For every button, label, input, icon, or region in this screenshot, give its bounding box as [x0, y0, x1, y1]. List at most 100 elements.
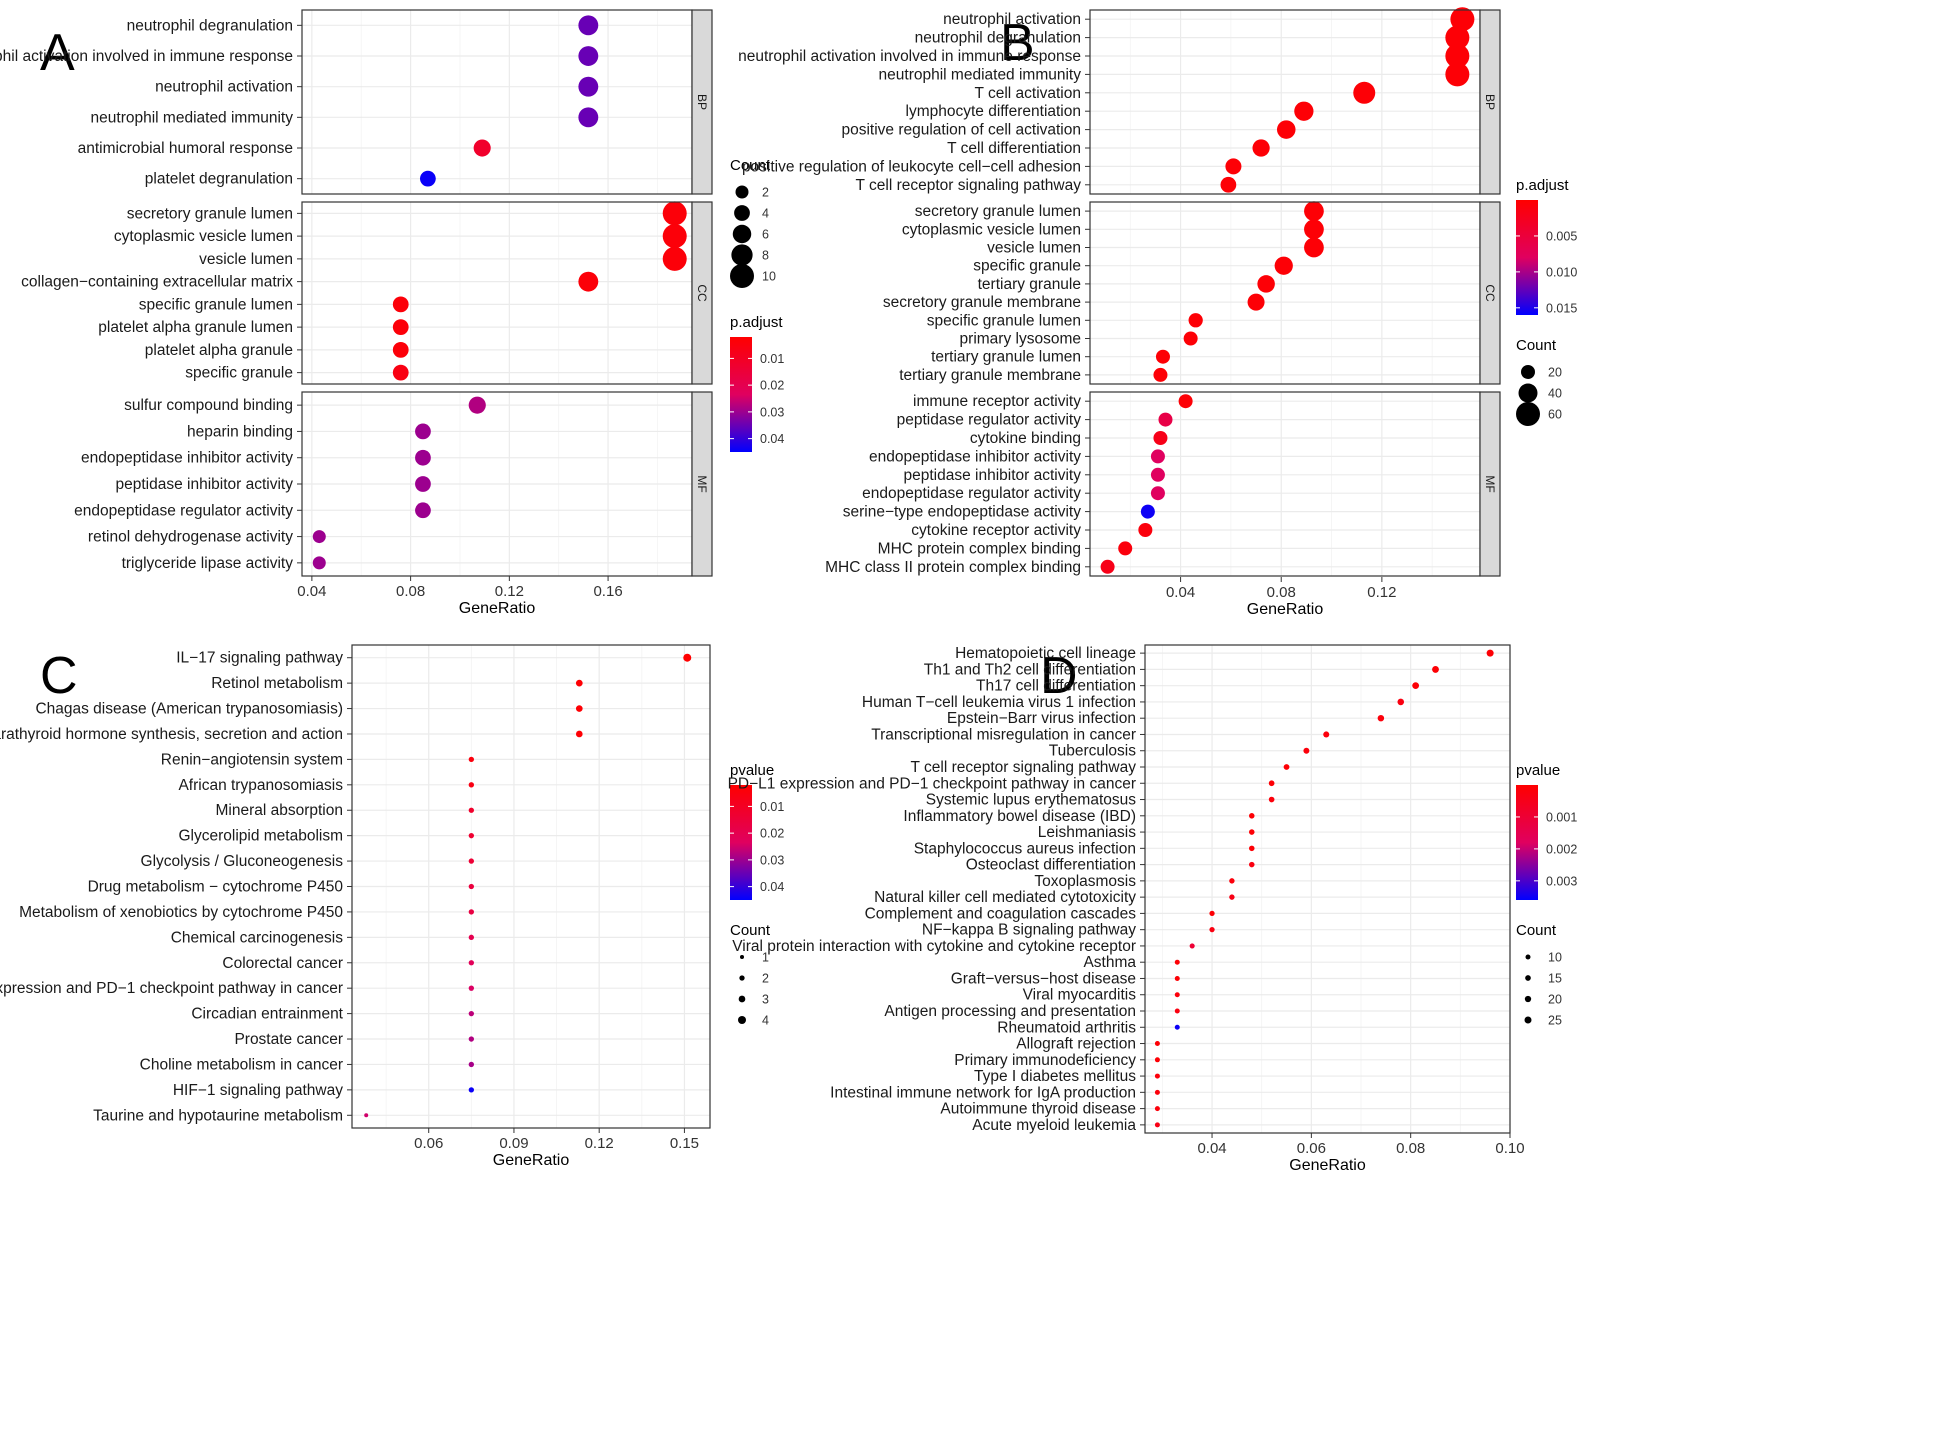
data-point: [468, 756, 475, 763]
category-label: cytokine binding: [970, 430, 1081, 447]
category-label: Allograft rejection: [1016, 1036, 1136, 1053]
data-point: [1174, 1008, 1180, 1014]
category-label: Natural killer cell mediated cytotoxicit…: [874, 889, 1136, 906]
data-point: [468, 985, 475, 991]
facet-main: IL−17 signaling pathway Retinol metabolis…: [0, 644, 711, 1129]
category-label: Colorectal cancer: [222, 955, 343, 972]
data-point: [578, 107, 599, 128]
colorbar: [1516, 785, 1538, 900]
data-point: [1283, 764, 1290, 770]
category-label: vesicle lumen: [987, 240, 1081, 257]
category-label: Antigen processing and presentation: [884, 1003, 1136, 1020]
category-label: neutrophil mediated immunity: [879, 66, 1082, 83]
facet-strip: [691, 201, 713, 385]
data-point: [1412, 682, 1420, 690]
colorbar-label: 0.01: [760, 800, 784, 814]
data-point: [578, 271, 599, 292]
category-label: neutrophil activation: [943, 11, 1081, 28]
category-label: Mineral absorption: [215, 802, 343, 819]
data-point: [468, 883, 475, 890]
category-label: Asthma: [1083, 954, 1136, 971]
data-point: [392, 319, 409, 335]
size-legend-key: [735, 185, 749, 199]
colorbar-label: 0.015: [1546, 301, 1577, 315]
data-point: [1189, 943, 1195, 949]
size-legend-key: [738, 995, 746, 1003]
colorbar-label: 0.01: [760, 352, 784, 366]
category-label: platelet degranulation: [145, 171, 293, 188]
size-legend-key: [1524, 1016, 1532, 1024]
data-point: [1486, 649, 1494, 657]
category-label: Metabolism of xenobiotics by cytochrome …: [19, 904, 343, 921]
category-label: platelet alpha granule: [145, 342, 293, 359]
data-point: [1294, 101, 1314, 121]
category-label: primary lysosome: [960, 331, 1081, 348]
facet-cc: secretory granule lumen cytoplasmic vesic…: [21, 201, 713, 385]
colorbar-label: 0.003: [1546, 874, 1577, 888]
facet-bp: neutrophil degranulation neutrophil activ…: [0, 9, 713, 195]
data-point: [1303, 747, 1310, 754]
facet-strip: [1479, 9, 1501, 195]
category-label: Complement and coagulation cascades: [865, 905, 1137, 922]
data-point: [1432, 665, 1439, 673]
tick-label-x: 0.08: [396, 583, 425, 600]
size-legend-key: [739, 975, 745, 981]
size-legend-key: [1518, 383, 1538, 403]
data-point: [415, 502, 431, 519]
category-label: heparin binding: [187, 423, 293, 440]
data-point: [1118, 541, 1133, 556]
data-point: [1274, 256, 1293, 275]
data-point: [1377, 714, 1385, 722]
data-point: [312, 556, 326, 570]
size-legend-key: [730, 264, 754, 288]
data-point: [1445, 44, 1470, 68]
data-point: [578, 15, 599, 36]
data-point: [468, 1087, 475, 1093]
plot-border: [1144, 644, 1511, 1134]
size-legend-label: 10: [762, 270, 776, 284]
colorbar: [730, 337, 752, 452]
data-point: [1100, 559, 1115, 574]
plot-background: [302, 10, 692, 194]
x-axis-title: GeneRatio: [1289, 1157, 1366, 1174]
size-legend: Count 20 40 60: [1516, 337, 1562, 426]
data-point: [1150, 486, 1165, 501]
category-label: neutrophil mediated immunity: [91, 109, 294, 126]
category-label: PD−L1 expression and PD−1 checkpoint pat…: [0, 980, 343, 997]
data-point: [1445, 62, 1470, 87]
data-point: [1138, 523, 1153, 537]
plot-background: [1090, 392, 1480, 576]
size-legend-key: [1525, 975, 1531, 981]
colorbar-label: 0.04: [760, 880, 784, 894]
category-label: Retinol metabolism: [211, 675, 343, 692]
colorbar: [1516, 200, 1538, 315]
category-label: Glycerolipid metabolism: [178, 828, 343, 845]
category-label: tertiary granule membrane: [899, 367, 1081, 384]
category-label: secretory granule lumen: [915, 203, 1081, 220]
colorbar-label: 0.002: [1546, 842, 1577, 856]
size-legend-label: 15: [1548, 972, 1562, 986]
plot-background: [1090, 10, 1480, 194]
category-label: Type I diabetes mellitus: [974, 1068, 1136, 1085]
category-label: tertiary granule lumen: [931, 349, 1081, 366]
facet-strip-label: CC: [1483, 284, 1497, 302]
category-label: HIF−1 signaling pathway: [173, 1082, 343, 1099]
data-point: [468, 960, 475, 966]
colorbar-label: 0.010: [1546, 265, 1577, 279]
data-point: [1257, 275, 1275, 293]
data-point: [468, 807, 475, 813]
data-point: [1304, 237, 1324, 258]
color-legend: pvalue 0.001 0.002 0.003: [1516, 762, 1577, 900]
data-point: [1304, 201, 1324, 221]
data-point: [1158, 412, 1173, 427]
panel-letter: A: [40, 24, 75, 82]
category-label: Tuberculosis: [1049, 743, 1137, 760]
colorbar-label: 0.03: [760, 853, 784, 867]
data-point: [468, 1036, 475, 1042]
size-legend-key: [1524, 995, 1532, 1003]
data-point: [415, 449, 431, 466]
data-point: [1252, 139, 1270, 157]
data-point: [1277, 120, 1296, 139]
category-label: Hematopoietic cell lineage: [955, 645, 1136, 662]
